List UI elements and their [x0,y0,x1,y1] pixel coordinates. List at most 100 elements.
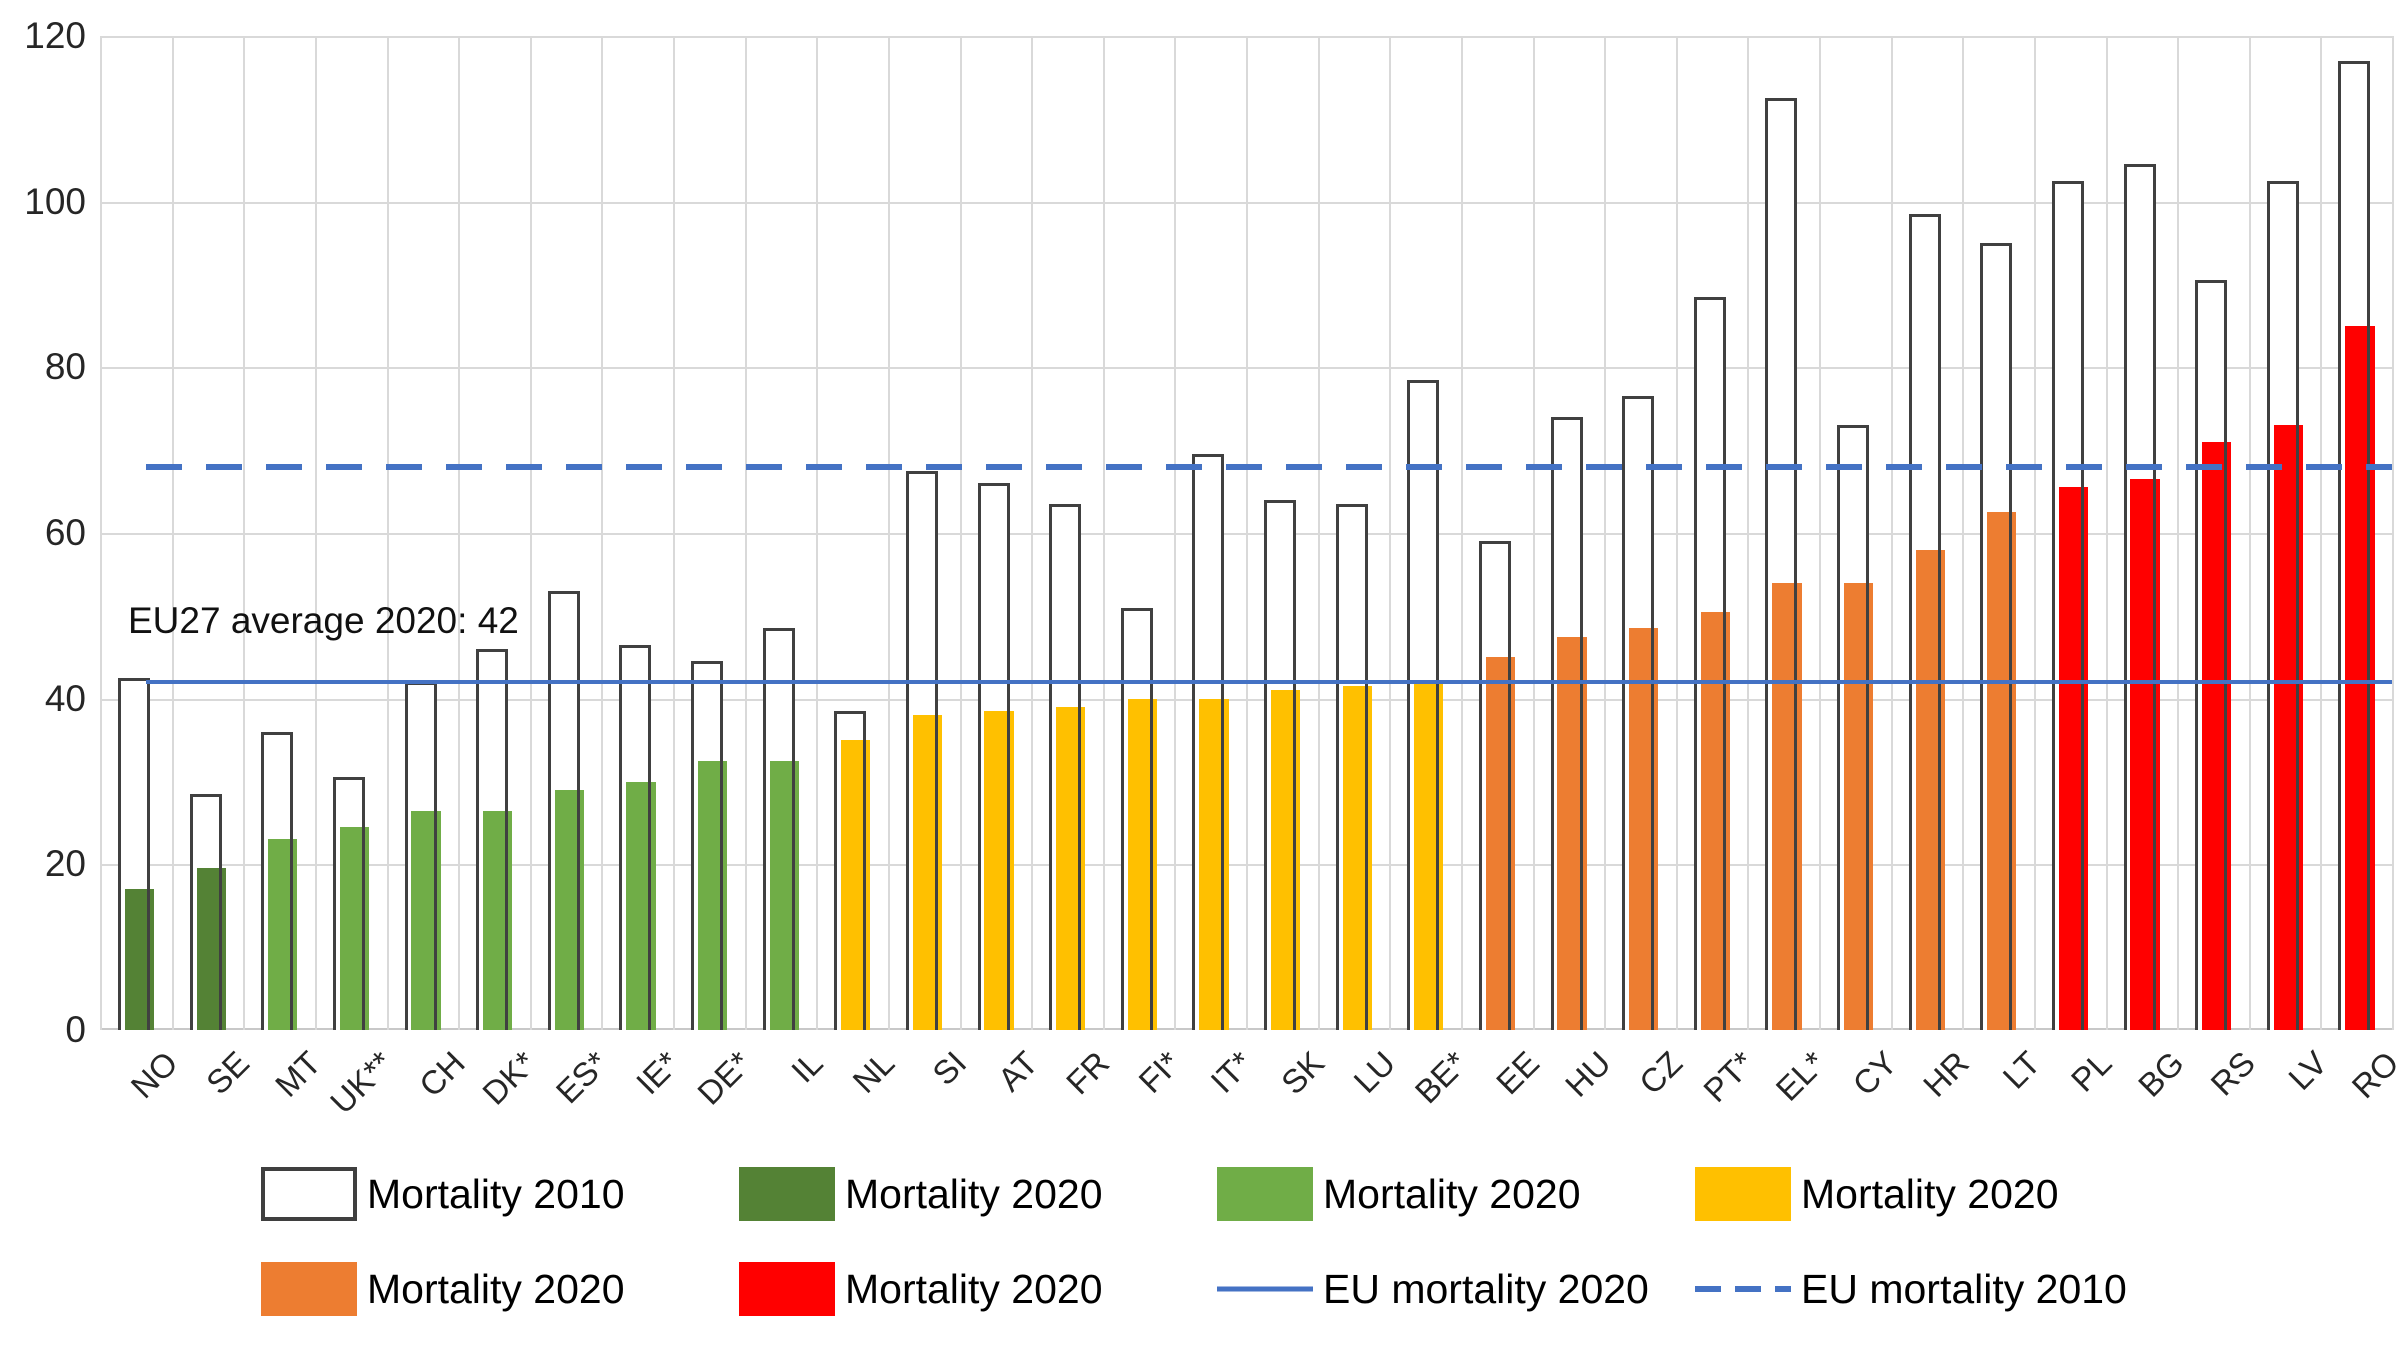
bar-2010-outline [1980,243,2013,1030]
legend-label: EU mortality 2020 [1323,1265,1649,1312]
category-RS: RS [2177,36,2262,1103]
category-PT*: PT* [1675,36,1761,1109]
legend-swatch [1695,1167,1791,1221]
category-IL: IL [744,36,830,1090]
y-axis-tick-label: 120 [24,15,86,56]
eu27-average-annotation: EU27 average 2020: 42 [128,600,519,642]
legend-line-swatch [1217,1262,1313,1316]
solid-line-icon [1217,1286,1313,1292]
bar-2010-outline [2266,180,2299,1030]
category-FI*: FI* [1102,36,1188,1100]
x-axis-label: ES* [548,1044,615,1111]
bar-2010-outline [2195,280,2228,1030]
bar-2010-outline [1478,541,1511,1030]
legend-swatch [739,1167,835,1221]
bar-2010-outline [2338,60,2371,1030]
eu-mortality-2010-line [145,463,2392,470]
category-BE*: BE* [1389,36,1474,1110]
bar-2010-outline [1049,504,1082,1030]
legend-row-1: Mortality 2010 Mortality 2020 Mortality 20… [261,1158,2173,1230]
x-axis-label: FI* [1131,1044,1188,1100]
x-axis-label: BG [2130,1044,2191,1104]
category-LT: LT [1962,36,2047,1096]
bar-2010-outline [1550,417,1583,1030]
bar-2010-outline [762,628,795,1030]
category-DK*: DK* [458,36,543,1112]
category-NO: NO [100,36,185,1105]
x-axis-label: HR [1915,1044,1976,1104]
bar-2010-outline [1837,425,1870,1030]
bar-2010-outline [1622,396,1655,1030]
bars-layer: NO SE MT UK** CH DK* ES* IE* DE* IL NL SI AT FR FI* IT*… [100,36,2400,1121]
y-axis-tick-label: 20 [44,843,86,885]
eu-mortality-2020-line [145,680,2392,685]
category-DE*: DE* [673,36,758,1112]
x-axis-label: SI [924,1044,973,1093]
bar-2010-outline [977,483,1010,1030]
y-axis-tick-label: 40 [44,677,86,719]
plot-area: NO SE MT UK** CH DK* ES* IE* DE* IL NL SI AT FR FI* IT*… [100,36,2400,1121]
x-axis-label: RS [2203,1044,2263,1103]
x-axis-label: CY [1845,1044,1904,1103]
category-HU: HU [1532,36,1617,1104]
category-RO: RO [2320,36,2400,1105]
category-HR: HR [1890,36,1976,1104]
bar-2010-outline [1264,499,1297,1030]
bar-2010-outline [118,677,151,1030]
category-ES*: ES* [529,36,615,1110]
x-axis-label: NO [123,1044,185,1106]
category-AT: AT [959,36,1044,1098]
x-axis-label: UK** [323,1044,400,1121]
legend-label: Mortality 2020 [845,1170,1103,1217]
legend-swatch [1217,1167,1313,1221]
category-IE*: IE* [601,36,686,1101]
x-axis-label: LV [2280,1044,2334,1097]
y-axis-tick-label: 100 [24,180,86,222]
category-NL: NL [816,36,901,1100]
x-axis-label: FR [1058,1044,1117,1102]
bar-2010-outline [1192,454,1225,1030]
x-axis-label: EL* [1768,1044,1833,1108]
bar-2010-outline [261,731,294,1030]
x-axis-label: IE* [629,1044,687,1102]
bar-2010-outline [834,711,867,1030]
bar-2010-outline [1335,504,1368,1030]
x-axis-label: PL [2064,1044,2119,1099]
category-PL: PL [2033,36,2119,1099]
x-axis-label: CZ [1631,1044,1690,1102]
x-axis-label: LU [1346,1044,1403,1100]
category-MT: MT [243,36,328,1104]
category-CZ: CZ [1604,36,1689,1101]
legend-swatch [261,1262,357,1316]
x-axis-label: SE [199,1044,257,1102]
category-SK: SK [1246,36,1331,1101]
category-UK**: UK** [314,36,400,1121]
category-CH: CH [386,36,471,1104]
bar-2010-outline [404,682,437,1030]
bar-2010-outline [691,661,724,1030]
legend-label: Mortality 2010 [367,1170,625,1217]
y-axis-tick-label: 0 [65,1009,86,1050]
x-axis-label: MT [268,1044,329,1104]
legend-item: Mortality 2020 [739,1158,1217,1230]
bar-2010-outline [1120,607,1153,1030]
legend-line-swatch [1695,1262,1791,1316]
legend-label: Mortality 2020 [1323,1170,1581,1217]
dashed-line-icon [1695,1286,1791,1292]
bar-2010-outline [2123,164,2156,1030]
category-SE: SE [171,36,257,1101]
legend-label: Mortality 2020 [367,1265,625,1312]
legend-item: Mortality 2020 [1695,1158,2173,1230]
x-axis-label: DK* [475,1044,544,1112]
legend-swatch [739,1262,835,1316]
bar-2010-outline [1765,98,1798,1030]
x-axis-label: EE [1488,1044,1546,1102]
bar-2010-outline [2051,180,2084,1030]
legend-item: Mortality 2010 [261,1158,739,1230]
legend-label: Mortality 2020 [845,1265,1103,1312]
legend-item: Mortality 2020 [1217,1158,1695,1230]
legend-swatch [261,1167,357,1221]
x-axis-label: DE* [690,1044,758,1112]
category-BG: BG [2105,36,2190,1104]
